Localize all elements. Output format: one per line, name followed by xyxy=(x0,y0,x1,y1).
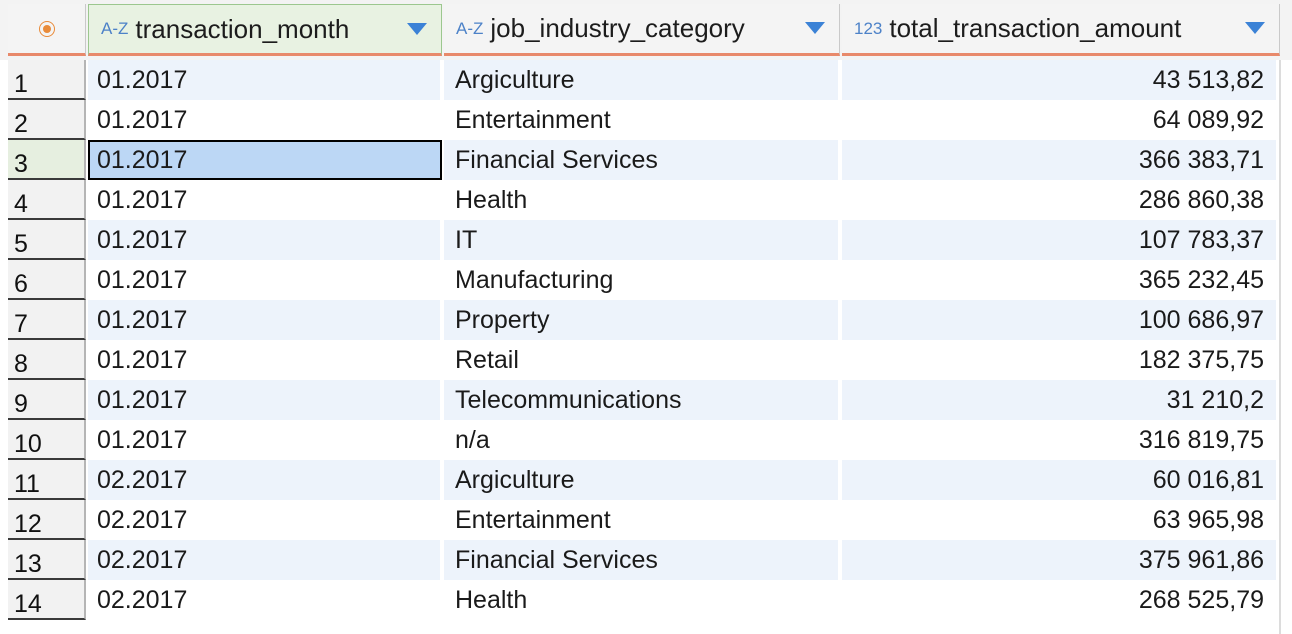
cell-transaction-month[interactable]: 01.2017 xyxy=(88,420,442,460)
row-number[interactable]: 8 xyxy=(8,340,86,380)
cell-total-transaction-amount[interactable]: 366 383,71 xyxy=(842,140,1278,180)
table-row[interactable]: 10 01.2017 n/a 316 819,75 xyxy=(0,420,1292,460)
table-row[interactable]: 12 02.2017 Entertainment 63 965,98 xyxy=(0,500,1292,540)
text-type-icon: A-Z xyxy=(101,19,129,38)
sort-arrow-icon[interactable] xyxy=(805,22,825,34)
cell-transaction-month[interactable]: 01.2017 xyxy=(88,60,442,100)
record-mode-icon[interactable] xyxy=(38,20,55,37)
row-number[interactable]: 6 xyxy=(8,260,86,300)
sort-arrow-icon[interactable] xyxy=(407,23,427,35)
cell-transaction-month[interactable]: 01.2017 xyxy=(88,140,442,180)
column-header-transaction-month[interactable]: A-Z transaction_month xyxy=(88,4,442,56)
cell-total-transaction-amount[interactable]: 316 819,75 xyxy=(842,420,1278,460)
column-header-total-transaction-amount[interactable]: 123 total_transaction_amount xyxy=(842,4,1280,56)
table-row[interactable]: 4 01.2017 Health 286 860,38 xyxy=(0,180,1292,220)
row-number[interactable]: 13 xyxy=(8,540,86,580)
table-row[interactable]: 3 01.2017 Financial Services 366 383,71 xyxy=(0,140,1292,180)
cell-total-transaction-amount[interactable]: 100 686,97 xyxy=(842,300,1278,340)
cell-total-transaction-amount[interactable]: 365 232,45 xyxy=(842,260,1278,300)
cell-job-industry-category[interactable]: Manufacturing xyxy=(444,260,840,300)
row-number[interactable]: 9 xyxy=(8,380,86,420)
cell-job-industry-category[interactable]: Entertainment xyxy=(444,500,840,540)
row-number[interactable]: 14 xyxy=(8,580,86,620)
table-row[interactable]: 7 01.2017 Property 100 686,97 xyxy=(0,300,1292,340)
cell-transaction-month[interactable]: 01.2017 xyxy=(88,100,442,140)
cell-total-transaction-amount[interactable]: 286 860,38 xyxy=(842,180,1278,220)
column-name: job_industry_category xyxy=(490,13,745,43)
cell-job-industry-category[interactable]: Health xyxy=(444,180,840,220)
table-row[interactable]: 1 01.2017 Argiculture 43 513,82 xyxy=(0,60,1292,100)
cell-transaction-month[interactable]: 02.2017 xyxy=(88,580,442,620)
cell-job-industry-category[interactable]: Financial Services xyxy=(444,540,840,580)
row-number[interactable]: 10 xyxy=(8,420,86,460)
cell-job-industry-category[interactable]: Property xyxy=(444,300,840,340)
cell-transaction-month[interactable]: 01.2017 xyxy=(88,180,442,220)
row-number[interactable]: 1 xyxy=(8,60,86,100)
cell-transaction-month[interactable]: 01.2017 xyxy=(88,260,442,300)
cell-job-industry-category[interactable]: n/a xyxy=(444,420,840,460)
cell-total-transaction-amount[interactable]: 63 965,98 xyxy=(842,500,1278,540)
cell-job-industry-category[interactable]: IT xyxy=(444,220,840,260)
cell-job-industry-category[interactable]: Financial Services xyxy=(444,140,840,180)
cell-job-industry-category[interactable]: Retail xyxy=(444,340,840,380)
row-number[interactable]: 4 xyxy=(8,180,86,220)
number-type-icon: 123 xyxy=(854,18,883,38)
grid-header: A-Z transaction_month A-Z job_industry_c… xyxy=(0,0,1292,60)
cell-total-transaction-amount[interactable]: 43 513,82 xyxy=(842,60,1278,100)
cell-job-industry-category[interactable]: Telecommunications xyxy=(444,380,840,420)
grid-right-border xyxy=(1279,60,1281,634)
table-row[interactable]: 13 02.2017 Financial Services 375 961,86 xyxy=(0,540,1292,580)
row-number[interactable]: 2 xyxy=(8,100,86,140)
table-row[interactable]: 14 02.2017 Health 268 525,79 xyxy=(0,580,1292,620)
text-type-icon: A-Z xyxy=(456,18,484,38)
table-row[interactable]: 6 01.2017 Manufacturing 365 232,45 xyxy=(0,260,1292,300)
column-name: transaction_month xyxy=(135,13,350,44)
cell-transaction-month[interactable]: 01.2017 xyxy=(88,380,442,420)
cell-transaction-month[interactable]: 02.2017 xyxy=(88,500,442,540)
cell-transaction-month[interactable]: 02.2017 xyxy=(88,540,442,580)
row-number[interactable]: 7 xyxy=(8,300,86,340)
sort-arrow-icon[interactable] xyxy=(1245,22,1265,34)
table-row[interactable]: 2 01.2017 Entertainment 64 089,92 xyxy=(0,100,1292,140)
row-number[interactable]: 5 xyxy=(8,220,86,260)
cell-total-transaction-amount[interactable]: 268 525,79 xyxy=(842,580,1278,620)
row-number[interactable]: 11 xyxy=(8,460,86,500)
column-header-job-industry-category[interactable]: A-Z job_industry_category xyxy=(444,4,840,56)
column-name: total_transaction_amount xyxy=(889,13,1182,43)
cell-total-transaction-amount[interactable]: 64 089,92 xyxy=(842,100,1278,140)
cell-transaction-month[interactable]: 01.2017 xyxy=(88,220,442,260)
table-row[interactable]: 11 02.2017 Argiculture 60 016,81 xyxy=(0,460,1292,500)
row-number[interactable]: 12 xyxy=(8,500,86,540)
cell-total-transaction-amount[interactable]: 182 375,75 xyxy=(842,340,1278,380)
cell-job-industry-category[interactable]: Entertainment xyxy=(444,100,840,140)
cell-transaction-month[interactable]: 02.2017 xyxy=(88,460,442,500)
table-row[interactable]: 9 01.2017 Telecommunications 31 210,2 xyxy=(0,380,1292,420)
cell-total-transaction-amount[interactable]: 375 961,86 xyxy=(842,540,1278,580)
cell-total-transaction-amount[interactable]: 31 210,2 xyxy=(842,380,1278,420)
table-row[interactable]: 5 01.2017 IT 107 783,37 xyxy=(0,220,1292,260)
cell-job-industry-category[interactable]: Argiculture xyxy=(444,60,840,100)
cell-job-industry-category[interactable]: Argiculture xyxy=(444,460,840,500)
cell-total-transaction-amount[interactable]: 60 016,81 xyxy=(842,460,1278,500)
row-number[interactable]: 3 xyxy=(8,140,86,180)
cell-transaction-month[interactable]: 01.2017 xyxy=(88,300,442,340)
cell-total-transaction-amount[interactable]: 107 783,37 xyxy=(842,220,1278,260)
select-all-corner[interactable] xyxy=(8,4,86,56)
cell-job-industry-category[interactable]: Health xyxy=(444,580,840,620)
cell-transaction-month[interactable]: 01.2017 xyxy=(88,340,442,380)
table-row[interactable]: 8 01.2017 Retail 182 375,75 xyxy=(0,340,1292,380)
